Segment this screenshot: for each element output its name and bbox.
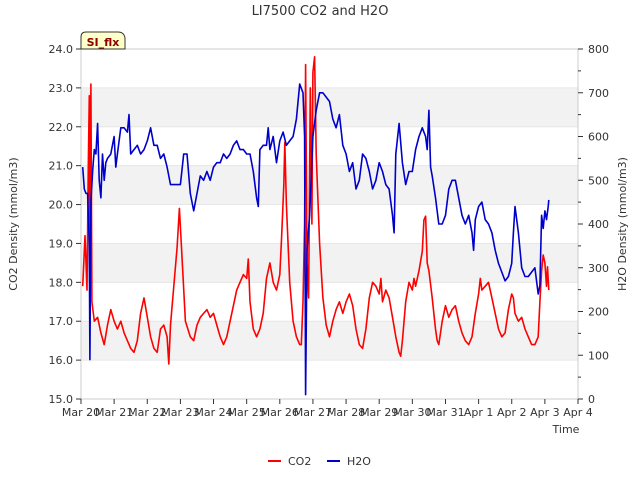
y-left-tick-label: 20.0 bbox=[49, 199, 74, 212]
y-left-tick-label: 22.0 bbox=[49, 121, 74, 134]
y-right-tick-label: 800 bbox=[588, 43, 609, 56]
y-left-tick-label: 18.0 bbox=[49, 276, 74, 289]
site-badge: SI_flx bbox=[80, 31, 126, 50]
x-tick-label: Apr 4 bbox=[563, 406, 593, 419]
series-line-h2o bbox=[81, 83, 550, 396]
x-tick-label: Apr 2 bbox=[497, 406, 527, 419]
x-tick-label: Mar 23 bbox=[161, 406, 199, 419]
x-tick-label: Mar 26 bbox=[261, 406, 299, 419]
x-axis-label: Time bbox=[552, 423, 580, 436]
site-badge-box bbox=[80, 31, 126, 50]
y-left-tick-label: 17.0 bbox=[49, 315, 74, 328]
x-tick-label: Mar 31 bbox=[426, 406, 464, 419]
y-left-tick-label: 19.0 bbox=[49, 237, 74, 250]
x-tick-label: Apr 3 bbox=[530, 406, 560, 419]
y-left-tick-label: 23.0 bbox=[49, 82, 74, 95]
x-tick-label: Mar 20 bbox=[62, 406, 100, 419]
x-tick-label: Mar 29 bbox=[360, 406, 398, 419]
x-tick-label: Mar 25 bbox=[228, 406, 266, 419]
x-tick-label: Apr 1 bbox=[464, 406, 494, 419]
y-left-tick-label: 24.0 bbox=[49, 43, 74, 56]
series-layer bbox=[81, 56, 550, 396]
y-right-tick-label: 200 bbox=[588, 306, 609, 319]
series-line-co2 bbox=[81, 56, 550, 365]
y-axis-left-label: CO2 Density (mmol/m3) bbox=[7, 157, 20, 290]
y-left-tick-label: 21.0 bbox=[49, 160, 74, 173]
site-badge-label: SI_flx bbox=[87, 36, 120, 49]
x-tick-label: Mar 27 bbox=[294, 406, 332, 419]
legend-label-h2o: H2O bbox=[347, 455, 371, 468]
legend: CO2 H2O bbox=[268, 455, 371, 468]
y-right-tick-label: 100 bbox=[588, 349, 609, 362]
y-right-tick-label: 400 bbox=[588, 218, 609, 231]
x-tick-label: Mar 22 bbox=[128, 406, 166, 419]
y-left-tick-label: 15.0 bbox=[49, 393, 74, 406]
y-left-tick-label: 16.0 bbox=[49, 354, 74, 367]
grid-band bbox=[81, 165, 578, 205]
x-tick-label: Mar 21 bbox=[95, 406, 133, 419]
grid-band bbox=[81, 321, 578, 361]
x-tick-label: Mar 30 bbox=[393, 406, 431, 419]
y-axis-right-label: H2O Density (mmol/m3) bbox=[616, 157, 629, 291]
legend-label-co2: CO2 bbox=[288, 455, 311, 468]
y-right-tick-label: 300 bbox=[588, 262, 609, 275]
y-right-tick-label: 600 bbox=[588, 131, 609, 144]
x-tick-label: Mar 28 bbox=[327, 406, 365, 419]
grid-band bbox=[81, 87, 578, 127]
y-right-tick-label: 0 bbox=[588, 393, 595, 406]
y-right-tick-label: 700 bbox=[588, 87, 609, 100]
chart-title: LI7500 CO2 and H2O bbox=[252, 4, 389, 19]
y-right-tick-label: 500 bbox=[588, 174, 609, 187]
x-tick-label: Mar 24 bbox=[194, 406, 232, 419]
